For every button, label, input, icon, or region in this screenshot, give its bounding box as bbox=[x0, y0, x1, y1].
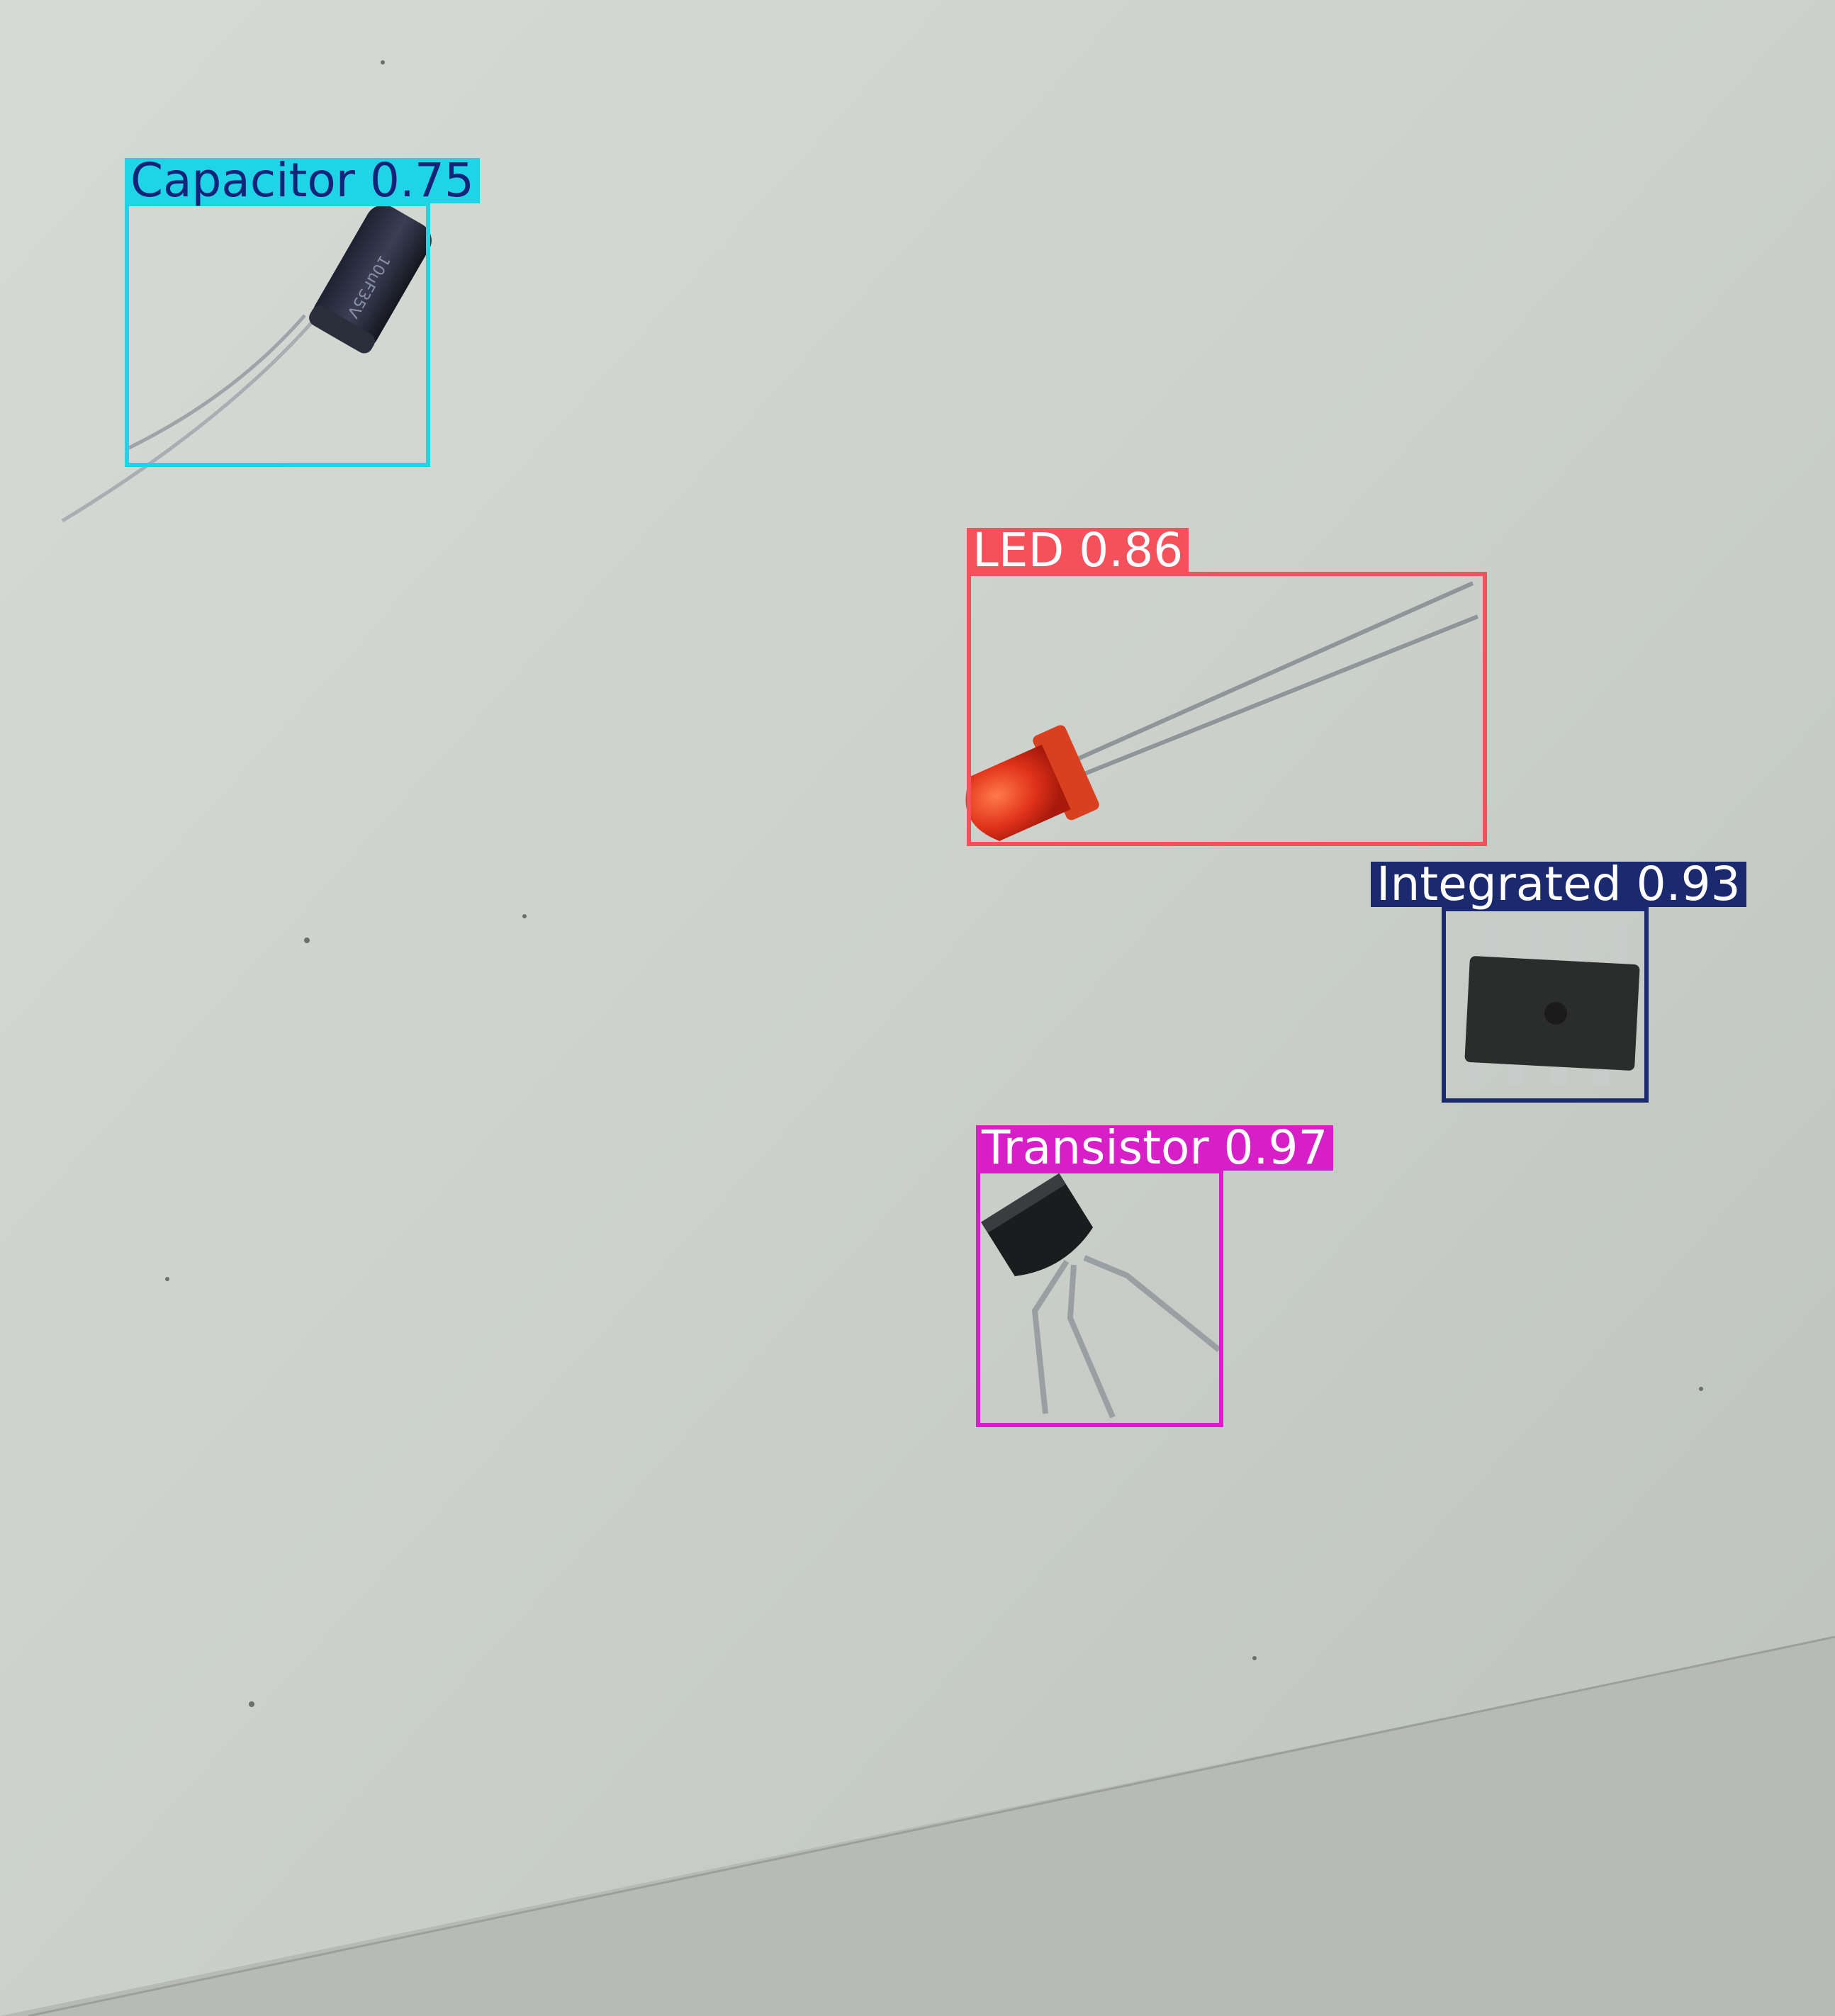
confidence-score: 0.97 bbox=[1223, 1120, 1328, 1175]
integrated-circuit-object bbox=[1464, 921, 1640, 1084]
led-object bbox=[965, 581, 1479, 841]
paper-edge-line bbox=[28, 1635, 1835, 2016]
bounding-box bbox=[967, 572, 1487, 846]
confidence-score: 0.93 bbox=[1636, 857, 1741, 911]
transistor-object bbox=[981, 1173, 1221, 1419]
confidence-score: 0.75 bbox=[369, 153, 474, 208]
bounding-box bbox=[125, 202, 430, 467]
class-name: Capacitor bbox=[130, 153, 355, 208]
bounding-box bbox=[1442, 907, 1649, 1103]
detection-label: Integrated 0.93 bbox=[1371, 861, 1746, 908]
confidence-score: 0.86 bbox=[1079, 523, 1184, 578]
detection-label: Capacitor 0.75 bbox=[125, 157, 480, 204]
detection-label: Transistor 0.97 bbox=[976, 1125, 1334, 1171]
paper-specks bbox=[165, 60, 1703, 1707]
capacitor-object: 10uF35V bbox=[61, 205, 432, 523]
class-name: Integrated bbox=[1376, 857, 1622, 911]
class-name: LED bbox=[972, 523, 1065, 578]
detection-label: LED 0.86 bbox=[967, 527, 1189, 574]
bounding-box bbox=[976, 1169, 1223, 1427]
paper-edge-shadow bbox=[0, 1637, 1835, 2016]
class-name: Transistor bbox=[982, 1120, 1209, 1175]
